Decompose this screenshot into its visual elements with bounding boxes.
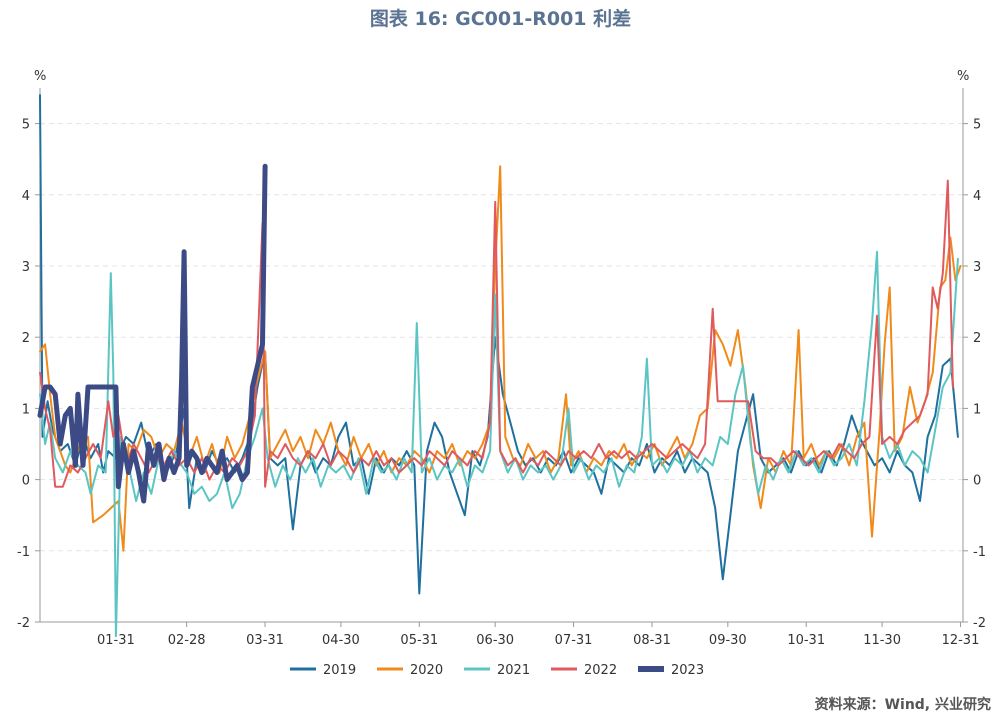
y-tick-label-left: 4 xyxy=(22,189,30,204)
y-tick-label-right: 2 xyxy=(973,331,981,346)
x-tick-label: 09-30 xyxy=(709,633,747,648)
x-tick-label: 02-28 xyxy=(168,633,206,648)
legend-label-2020: 2020 xyxy=(410,663,443,678)
y-tick-label-right: -2 xyxy=(973,616,986,631)
y-tick-label-left: -1 xyxy=(17,545,30,560)
y-tick-label-right: 1 xyxy=(973,402,981,417)
x-tick-label: 06-30 xyxy=(476,633,514,648)
y-tick-label-left: 3 xyxy=(22,260,30,275)
x-tick-label: 12-31 xyxy=(942,633,980,648)
y-tick-label-right: 0 xyxy=(973,474,981,489)
y-tick-label-left: 5 xyxy=(22,118,30,133)
series-line-2021 xyxy=(39,250,959,638)
x-tick-label: 04-30 xyxy=(322,633,360,648)
y-tick-label-right: 5 xyxy=(973,118,981,133)
legend-label-2023: 2023 xyxy=(671,663,704,678)
chart-title: 图表 16: GC001-R001 利差 xyxy=(369,8,632,30)
y-tick-label-left: 2 xyxy=(22,331,30,346)
y-tick-label-right: 4 xyxy=(973,189,981,204)
y-tick-label-left: -2 xyxy=(17,616,30,631)
legend-label-2021: 2021 xyxy=(497,663,530,678)
x-tick-label: 10-31 xyxy=(787,633,825,648)
source-note: 资料来源：Wind, 兴业研究 xyxy=(814,697,991,713)
y-tick-label-left: 0 xyxy=(22,474,30,489)
series-line-2020 xyxy=(39,165,962,552)
x-tick-label: 03-31 xyxy=(246,633,284,648)
y-tick-label-left: 1 xyxy=(22,402,30,417)
y-tick-label-right: -1 xyxy=(973,545,986,560)
series-line-2023 xyxy=(37,163,268,504)
y-unit-left: % xyxy=(34,69,47,84)
x-tick-label: 05-31 xyxy=(400,633,438,648)
legend-label-2019: 2019 xyxy=(323,663,356,678)
y-tick-label-right: 3 xyxy=(973,260,981,275)
x-tick-label: 11-30 xyxy=(863,633,901,648)
legend-label-2022: 2022 xyxy=(584,663,617,678)
x-tick-label: 08-31 xyxy=(633,633,671,648)
x-tick-label: 07-31 xyxy=(555,633,593,648)
y-unit-right: % xyxy=(957,69,970,84)
x-tick-label: 01-31 xyxy=(97,633,135,648)
